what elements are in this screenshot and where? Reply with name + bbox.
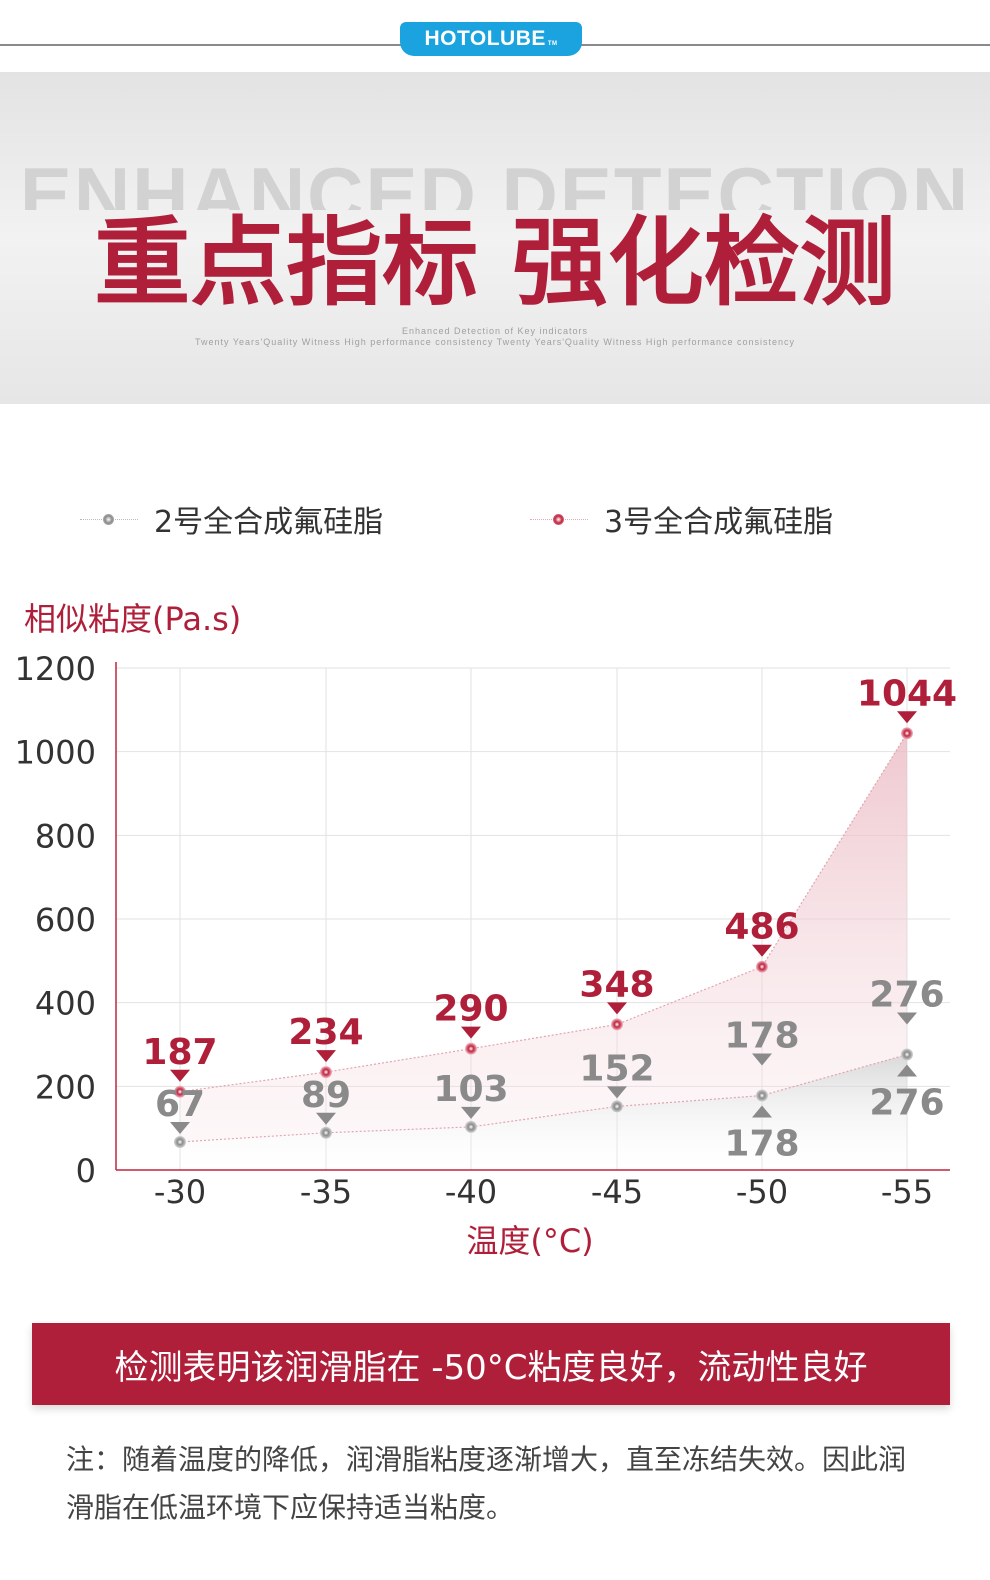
chart-areas xyxy=(179,732,908,1170)
y-tick-label: 0 xyxy=(76,1152,96,1190)
series-3-point xyxy=(465,1042,477,1055)
series-2-point xyxy=(611,1100,623,1113)
hero-banner: ENHANCED DETECTION 重点指标 强化检测 Enhanced De… xyxy=(0,72,990,404)
pointer-down-icon xyxy=(897,1012,917,1025)
pointer-down-icon xyxy=(897,711,917,724)
series-2-line xyxy=(179,1053,908,1143)
y-axis-title: 相似粘度(Pa.s) xyxy=(24,600,241,638)
series-2-area xyxy=(180,1054,907,1170)
y-tick-label: 1000 xyxy=(15,734,96,772)
x-axis-title: 温度(°C) xyxy=(466,1222,593,1260)
hero-title-en: ENHANCED DETECTION xyxy=(19,156,971,210)
series-2-point xyxy=(756,1089,768,1102)
series-2-point xyxy=(465,1120,477,1133)
series-2-point xyxy=(320,1126,332,1139)
series-3-area xyxy=(180,733,907,1142)
note-text: 注：随着温度的降低，润滑脂粘度逐渐增大，直至冻结失效。因此润滑脂在低温环境下应保… xyxy=(66,1443,907,1524)
series-2-value-label: 89 xyxy=(301,1075,351,1116)
hero-subtitle-1: Enhanced Detection of Key indicators xyxy=(401,326,589,336)
series-3-point xyxy=(611,1018,623,1031)
series-2-value-label: 67 xyxy=(155,1084,205,1125)
annotation-label: 276 xyxy=(869,1083,944,1124)
series-3-value-label: 290 xyxy=(433,989,508,1030)
series-3-value-label: 486 xyxy=(724,907,799,948)
chart-tick-labels: 1200 1000 800 600 400 200 0 -30 -35 -40 -45 -50 -55 xyxy=(15,650,934,1211)
series-3-value-label: 348 xyxy=(579,964,654,1005)
pointer-down-icon xyxy=(752,944,772,957)
brand-logo: HOTOLUBE TM xyxy=(400,22,582,56)
y-tick-label: 400 xyxy=(35,985,96,1023)
hero-subtitle-2: Twenty Years'Quality Witness High perfor… xyxy=(195,337,795,347)
pointer-down-icon xyxy=(461,1106,481,1119)
series-3-point xyxy=(320,1066,332,1079)
x-tick-label: -45 xyxy=(591,1173,643,1211)
series-2-value-label: 178 xyxy=(724,1016,799,1057)
x-tick-label: -35 xyxy=(300,1173,352,1211)
pointer-up-icon xyxy=(897,1064,917,1077)
series-2-point xyxy=(901,1048,913,1061)
pointer-down-icon xyxy=(607,1002,627,1015)
chart-axes xyxy=(115,662,950,1171)
x-tick-label: -30 xyxy=(154,1173,206,1211)
viscosity-chart: 相似粘度(Pa.s) 温度(°C) 1200 1000 800 600 400 200 0 -… xyxy=(15,600,958,1260)
series-3-point xyxy=(756,960,768,973)
pointer-down-icon xyxy=(752,1053,772,1066)
y-tick-label: 800 xyxy=(35,817,96,855)
x-tick-label: -55 xyxy=(881,1173,933,1211)
brand-name: HOTOLUBE xyxy=(424,27,546,50)
pointer-down-icon xyxy=(316,1050,336,1063)
pointer-down-icon xyxy=(170,1069,190,1082)
legend-marker-icon xyxy=(103,513,114,525)
pointer-down-icon xyxy=(461,1026,481,1039)
y-tick-label: 1200 xyxy=(15,650,96,688)
x-tick-label: -40 xyxy=(445,1173,497,1211)
legend-item-series-2: 2号全合成氟硅脂 xyxy=(80,496,383,542)
series-2-point xyxy=(174,1135,186,1148)
pointer-down-icon xyxy=(607,1086,627,1099)
series-3-point xyxy=(901,727,913,740)
series-2-value-label: 276 xyxy=(869,975,944,1016)
legend-label-3: 3号全合成氟硅脂 xyxy=(604,505,834,540)
brand-tm: TM xyxy=(547,41,558,47)
legend-marker-icon xyxy=(553,513,564,525)
legend-line-3 xyxy=(530,513,588,525)
chart-data-labels: 187 234 290 348 486 1044 67 89 103 152 178 276 178 27… xyxy=(142,673,957,1164)
annotation-label: 178 xyxy=(724,1124,799,1165)
y-tick-label: 600 xyxy=(35,901,96,939)
conclusion-banner: 检测表明该润滑脂在 -50°C粘度良好，流动性良好 xyxy=(32,1323,950,1405)
legend-line-2 xyxy=(80,513,138,525)
series-3-value-label: 234 xyxy=(288,1012,363,1053)
series-3-value-label: 1044 xyxy=(857,673,957,714)
pointer-down-icon xyxy=(170,1121,190,1134)
hero-title-cn: 重点指标 强化检测 xyxy=(94,207,896,319)
series-3-point xyxy=(174,1085,186,1098)
series-3-value-label: 187 xyxy=(142,1032,217,1073)
legend-item-series-3: 3号全合成氟硅脂 xyxy=(530,496,833,542)
y-tick-label: 200 xyxy=(35,1068,96,1106)
pointer-down-icon xyxy=(316,1112,336,1125)
x-tick-label: -50 xyxy=(736,1173,788,1211)
series-3-line xyxy=(179,732,908,1093)
pointer-up-icon xyxy=(752,1105,772,1118)
series-2-value-label: 103 xyxy=(433,1069,508,1110)
legend-label-2: 2号全合成氟硅脂 xyxy=(154,505,384,540)
series-2-value-label: 152 xyxy=(579,1048,654,1089)
chart-marks xyxy=(174,727,913,1148)
